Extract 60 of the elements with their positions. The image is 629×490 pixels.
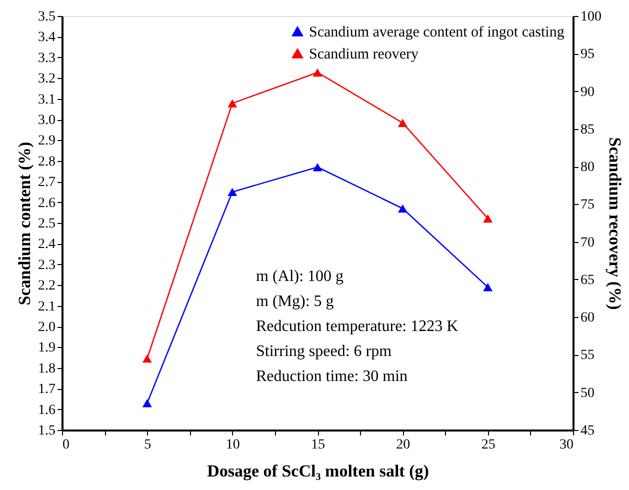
y-tick-label: 2.6 bbox=[38, 196, 56, 211]
y-tick-label: 1.5 bbox=[38, 424, 56, 438]
x-tick-label: 30 bbox=[560, 438, 574, 452]
y2-tick-label: 75 bbox=[580, 198, 594, 213]
y2-tick-label: 85 bbox=[580, 122, 594, 138]
y-tick-label: 2.2 bbox=[38, 278, 56, 294]
y-axis-title: Scandium content (%) bbox=[15, 142, 34, 306]
point bbox=[228, 188, 238, 196]
annotation: Stirring speed: 6 rpm bbox=[256, 343, 392, 360]
y2-tick-label: 70 bbox=[580, 235, 594, 250]
x-tick-label: 0 bbox=[62, 438, 70, 452]
y2-tick-label: 55 bbox=[580, 348, 594, 364]
y-tick-label: 2.9 bbox=[38, 134, 56, 149]
y-tick-label: 1.9 bbox=[38, 340, 56, 356]
y2-tick-label: 95 bbox=[580, 47, 594, 62]
point bbox=[483, 214, 493, 223]
point bbox=[483, 283, 493, 292]
point bbox=[142, 354, 152, 363]
y-tick-label: 2.7 bbox=[38, 175, 56, 190]
y-tick-label: 3.3 bbox=[38, 50, 56, 66]
y-tick-label: 3.2 bbox=[38, 72, 56, 87]
y-tick-label: 1.7 bbox=[38, 382, 56, 398]
annotation: Redcution temperature: 1223 K bbox=[256, 318, 459, 335]
y2-tick-label: 45 bbox=[580, 424, 594, 438]
annotation: m (Al): 100 g bbox=[256, 268, 344, 285]
point bbox=[312, 68, 322, 77]
y-tick-label: 3.4 bbox=[38, 30, 56, 46]
point bbox=[142, 398, 152, 408]
annotation: m (Mg): 5 g bbox=[256, 293, 334, 310]
x-tick-label: 25 bbox=[481, 438, 496, 452]
y-tick-label: 2.4 bbox=[38, 237, 56, 252]
point bbox=[398, 118, 408, 127]
y2-tick-label: 90 bbox=[580, 84, 594, 100]
x-tick-label: 5 bbox=[144, 438, 152, 452]
y-tick-label: 2.5 bbox=[38, 216, 56, 232]
y-tick-label: 2.0 bbox=[38, 320, 56, 335]
y2-tick-label: 80 bbox=[580, 160, 594, 176]
y-tick-label: 2.8 bbox=[38, 154, 56, 170]
x-axis-title: Dosage of ScCl₃ molten salt (g) bbox=[207, 462, 429, 480]
legend-label: Scandium average content of ingot casting bbox=[309, 24, 565, 40]
y2-tick-label: 65 bbox=[580, 272, 594, 288]
y-tick-label: 3.5 bbox=[38, 10, 56, 24]
x-tick-label: 15 bbox=[311, 438, 325, 452]
x-tick-label: 20 bbox=[396, 438, 410, 452]
point bbox=[312, 163, 322, 172]
y-tick-label: 3.1 bbox=[38, 92, 56, 108]
x-tick-label: 10 bbox=[226, 438, 240, 452]
y-tick-label: 1.6 bbox=[38, 402, 56, 418]
point bbox=[228, 99, 238, 108]
y-tick-label: 1.8 bbox=[38, 361, 56, 376]
annotation: Reduction time: 30 min bbox=[256, 368, 408, 385]
y2-tick-label: 100 bbox=[580, 10, 602, 24]
point bbox=[398, 204, 408, 213]
y2-axis-title: Scandium recovery (%) bbox=[606, 137, 624, 310]
y-tick-label: 2.1 bbox=[38, 299, 56, 314]
legend-label: Scandium reovery bbox=[309, 46, 420, 62]
y2-tick-label: 60 bbox=[580, 310, 594, 326]
y-tick-label: 2.3 bbox=[38, 258, 56, 273]
y2-tick-label: 50 bbox=[580, 386, 594, 401]
y-tick-label: 3.0 bbox=[38, 113, 56, 128]
